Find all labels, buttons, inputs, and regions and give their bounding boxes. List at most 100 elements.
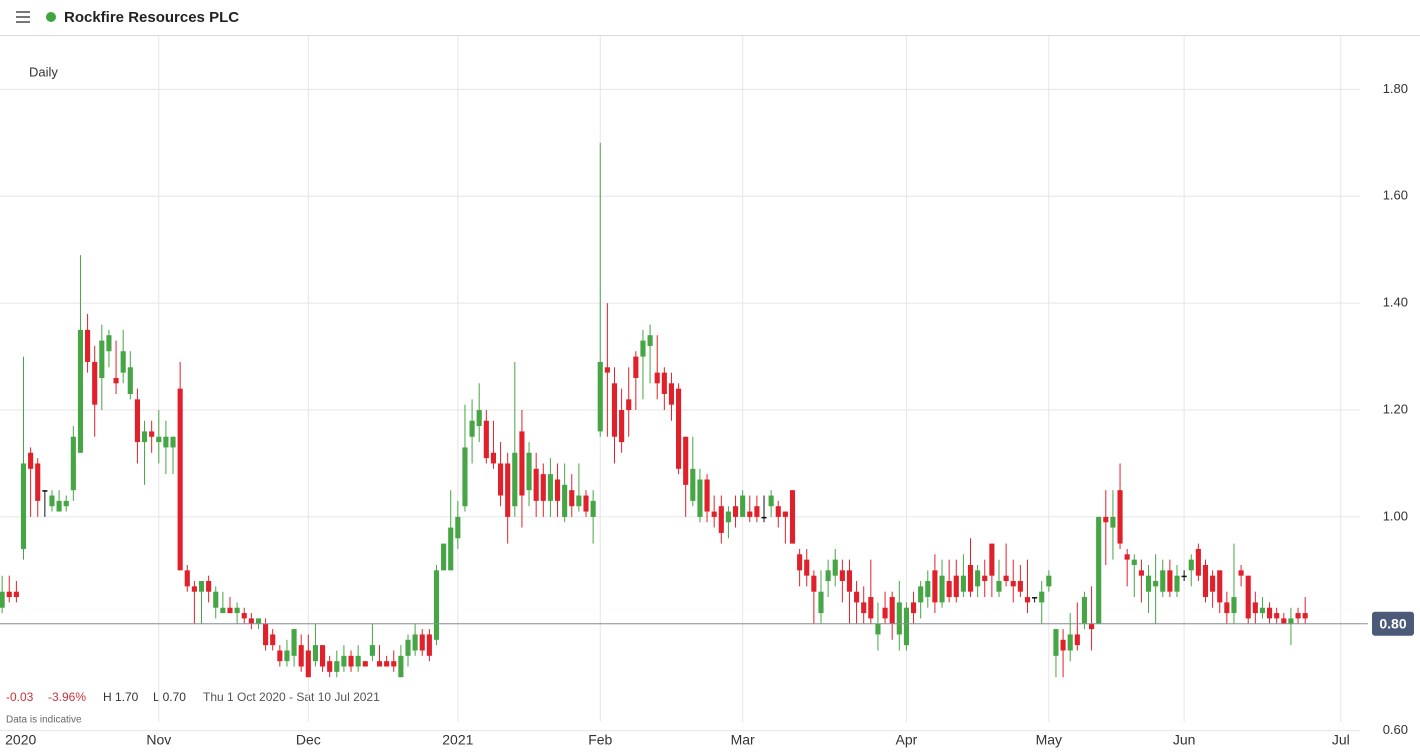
candle-body xyxy=(1024,597,1031,603)
candle-body xyxy=(92,361,98,405)
candle-body xyxy=(1181,575,1187,578)
candle-body xyxy=(319,645,326,667)
candle-body xyxy=(640,340,646,357)
candle-body xyxy=(1252,602,1258,614)
candle-body xyxy=(989,543,995,576)
candle-body xyxy=(960,575,966,592)
candle-body xyxy=(839,570,845,582)
candle-body xyxy=(1274,613,1280,619)
low-info: L 0.70 xyxy=(153,690,186,704)
candle-body xyxy=(20,463,27,549)
candle-body xyxy=(255,618,262,624)
candle-body xyxy=(1167,570,1173,592)
candle-body xyxy=(1074,634,1080,646)
y-tick-label: 1.40 xyxy=(1383,295,1408,310)
candle-body xyxy=(547,474,553,501)
date-range: Thu 1 Oct 2020 - Sat 10 Jul 2021 xyxy=(203,690,380,704)
x-tick-label: Nov xyxy=(146,732,171,748)
candle-body xyxy=(42,490,48,492)
candle-body xyxy=(683,436,689,485)
candle-body xyxy=(704,479,710,512)
candle-body xyxy=(868,597,874,619)
candle-body xyxy=(384,661,390,667)
candle-body xyxy=(1017,581,1023,592)
candle-body xyxy=(932,570,938,603)
candle-body xyxy=(611,383,618,437)
x-tick-label: 2020 xyxy=(5,732,36,748)
candle-body xyxy=(13,591,19,598)
candle-body xyxy=(918,586,924,603)
candle-body xyxy=(1267,607,1273,619)
candle-body xyxy=(334,661,340,672)
candle-body xyxy=(56,500,62,512)
candle-body xyxy=(483,420,489,459)
high-info: H 1.70 xyxy=(103,690,139,704)
candle-body xyxy=(583,495,589,512)
candle-body xyxy=(1124,554,1130,560)
candle-body xyxy=(619,410,625,443)
change: -0.03 xyxy=(6,690,34,704)
x-tick-label: Mar xyxy=(731,732,755,748)
candle-body xyxy=(562,484,568,517)
candle-body xyxy=(854,591,860,603)
candle-body xyxy=(1238,570,1244,576)
candle-body xyxy=(832,559,838,576)
candle-body xyxy=(1217,570,1223,603)
y-tick-label: 1.80 xyxy=(1383,81,1408,96)
candle-body xyxy=(811,575,817,592)
candle-body xyxy=(740,495,746,517)
candle-body xyxy=(469,420,475,437)
candle-body xyxy=(1174,575,1180,592)
candle-body xyxy=(975,570,981,587)
interval-label: Daily xyxy=(29,64,58,79)
candle-body xyxy=(540,474,546,501)
candle-body xyxy=(946,581,952,598)
candle-body xyxy=(982,575,988,582)
y-tick-label: 1.60 xyxy=(1383,188,1408,203)
candle-body xyxy=(1288,618,1294,624)
x-tick-label: Dec xyxy=(296,732,321,748)
x-tick-label: Jun xyxy=(1173,732,1196,748)
candle-body xyxy=(248,618,254,624)
candle-body xyxy=(28,452,34,469)
candle-body xyxy=(433,570,440,640)
change-pct: -3.96% xyxy=(48,690,86,704)
candle-body xyxy=(362,661,368,667)
candle-body xyxy=(498,463,504,496)
menu-icon[interactable] xyxy=(16,11,30,23)
candle-body xyxy=(476,410,482,427)
candle-body xyxy=(376,661,383,667)
candle-body xyxy=(49,495,55,507)
candle-body xyxy=(576,495,582,507)
candle-body xyxy=(1210,575,1216,592)
candle-body xyxy=(191,586,197,592)
candle-body xyxy=(1053,629,1059,656)
candle-body xyxy=(1145,575,1152,592)
candle-body xyxy=(441,543,447,571)
candle-body xyxy=(690,468,696,501)
candle-body xyxy=(1067,634,1073,651)
candle-body xyxy=(198,581,205,592)
candle-body xyxy=(569,490,575,507)
candle-body xyxy=(818,591,824,614)
candle-body xyxy=(633,356,639,378)
candle-body xyxy=(1188,559,1194,571)
candle-body xyxy=(647,335,653,346)
candle-body xyxy=(426,634,432,656)
candle-body xyxy=(533,468,539,501)
candle-body xyxy=(925,581,931,598)
candle-body xyxy=(241,613,247,619)
candle-body xyxy=(391,661,397,667)
header: Rockfire Resources PLC xyxy=(0,0,1420,36)
candle-body xyxy=(141,431,148,443)
candle-body xyxy=(711,511,717,517)
chart: Daily -0.03 -3.96% H 1.70 L 0.70 Thu 1 O… xyxy=(0,36,1414,748)
candle-body xyxy=(177,388,183,571)
candle-body xyxy=(419,634,425,651)
candle-body xyxy=(149,431,155,437)
candle-body xyxy=(412,634,418,651)
candle-body xyxy=(1295,613,1301,619)
candle-body xyxy=(448,527,454,571)
candle-body xyxy=(1259,607,1266,614)
